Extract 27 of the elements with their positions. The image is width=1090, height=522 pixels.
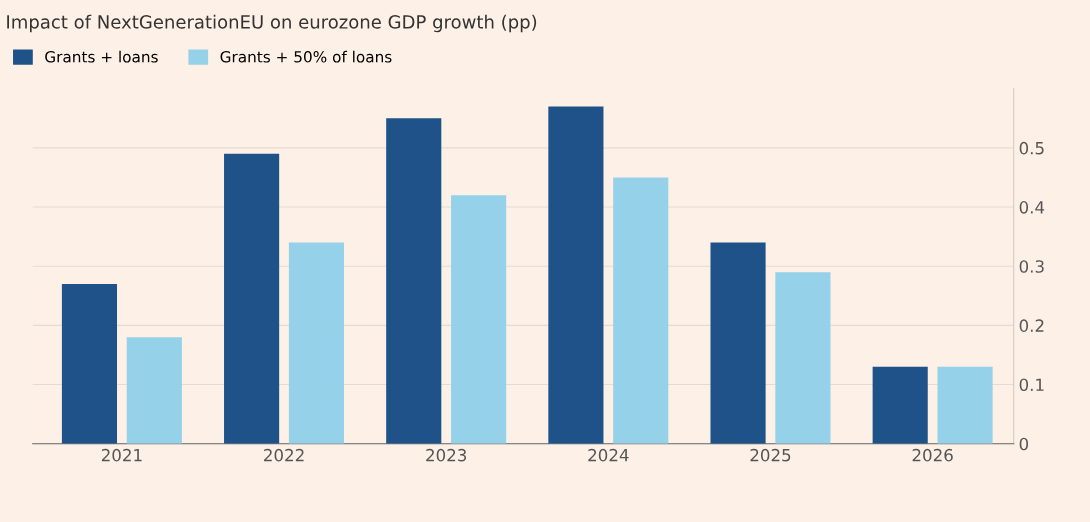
x-tick-label: 2026 — [912, 448, 953, 462]
y-tick-label: 0.1 — [1019, 378, 1044, 392]
x-tick-label: 2025 — [750, 448, 791, 462]
bar — [775, 272, 831, 444]
chart-title: Impact of NextGenerationEU on eurozone GDP growth (pp) — [7, 14, 537, 33]
bar — [937, 366, 993, 444]
y-tick-label: 0.2 — [1019, 319, 1044, 332]
bar — [872, 366, 928, 444]
x-tick-label: 2023 — [426, 448, 467, 462]
bar — [451, 195, 507, 444]
bar — [548, 106, 604, 444]
x-tick-label: 2022 — [264, 448, 304, 462]
y-tick-label: 0.3 — [1019, 260, 1044, 273]
legend-label: Grants + loans — [45, 50, 158, 63]
y-tick-label: 0.5 — [1019, 141, 1044, 155]
y-tick-label: 0.4 — [1019, 201, 1045, 214]
bar — [126, 337, 182, 444]
bar — [288, 242, 345, 444]
x-tick-label: 2024 — [588, 448, 629, 462]
bar — [710, 242, 766, 444]
y-tick-label: 0 — [1019, 437, 1029, 451]
legend-label: Grants + 50% of loans — [220, 50, 392, 63]
bar — [224, 153, 280, 444]
x-tick-label: 2021 — [101, 448, 142, 462]
bar — [386, 118, 442, 444]
bar — [61, 283, 118, 444]
bar — [613, 177, 669, 444]
